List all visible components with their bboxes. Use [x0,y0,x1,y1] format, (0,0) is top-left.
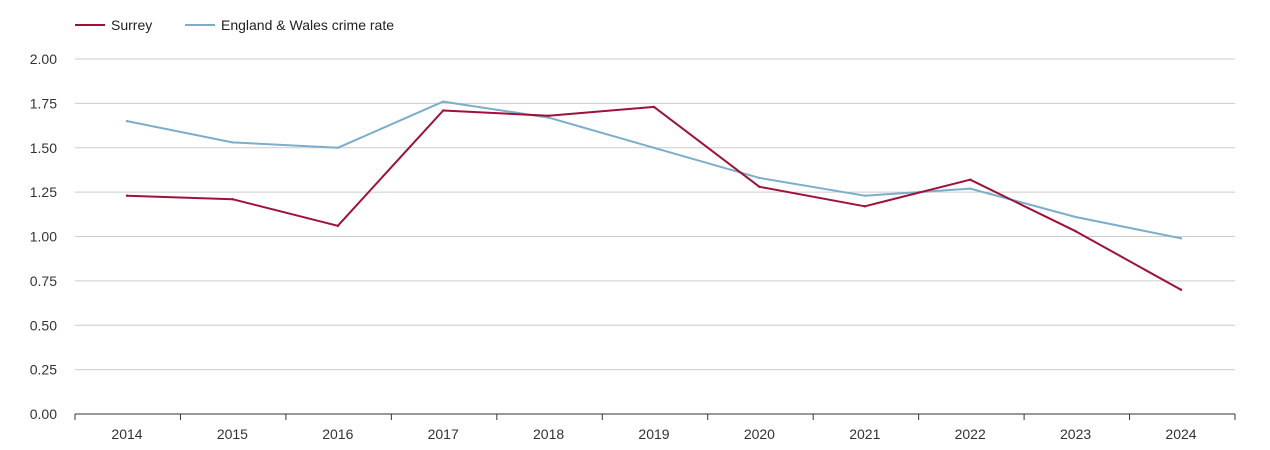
data-point-surrey [442,109,445,112]
x-tick-label: 2022 [955,426,986,442]
data-point-surrey [125,194,129,197]
data-point-surrey [863,205,866,208]
data-point-england-wales [863,194,866,197]
y-tick-label: 0.00 [30,406,57,422]
x-tick-label: 2020 [744,426,775,442]
y-axis: 0.00 0.25 0.50 0.75 1.00 1.25 1.50 1.75 2.00 [30,51,57,422]
x-tick-label: 2017 [428,426,459,442]
series-line-england-wales [126,100,1182,240]
data-point-england-wales [442,100,445,103]
data-point-surrey [1074,229,1077,233]
data-point-surrey [758,185,761,188]
x-tick-label: 2023 [1060,426,1091,442]
y-tick-label: 1.00 [30,229,57,245]
series-line-surrey [126,105,1182,291]
grid-lines [75,58,1235,415]
data-point-surrey [547,114,550,118]
data-point-surrey [336,224,339,228]
data-point-england-wales [125,119,129,123]
x-tick-label: 2015 [217,426,248,442]
data-point-england-wales [969,187,972,190]
y-tick-label: 0.75 [30,273,57,289]
legend-item-england-wales[interactable]: England & Wales crime rate [185,17,394,33]
data-point-surrey [1179,288,1183,291]
data-point-england-wales [547,116,550,119]
y-tick-label: 2.00 [30,51,57,67]
legend-item-surrey[interactable]: Surrey [75,17,152,33]
series-lines [125,100,1183,291]
data-point-surrey [231,198,234,201]
data-point-england-wales [1179,237,1183,240]
x-axis: 2014 2015 2016 2017 2018 2019 2020 2021 2022 2023… [74,414,1236,442]
y-tick-label: 0.25 [30,362,57,378]
data-point-england-wales [336,146,339,149]
data-point-england-wales [758,176,761,180]
y-tick-label: 0.50 [30,317,57,333]
legend: Surrey England & Wales crime rate [75,17,394,33]
data-point-surrey [652,105,656,109]
x-tick-label: 2019 [638,426,669,442]
data-point-england-wales [652,146,656,149]
data-point-england-wales [1074,215,1077,219]
legend-label: England & Wales crime rate [221,17,394,33]
x-tick-label: 2018 [533,426,564,442]
y-tick-label: 1.75 [30,95,57,111]
x-tick-label: 2024 [1165,426,1196,442]
data-point-surrey [969,178,972,181]
y-tick-label: 1.50 [30,140,57,156]
data-point-england-wales [231,141,234,144]
x-tick-label: 2016 [322,426,353,442]
y-tick-label: 1.25 [30,184,57,200]
x-tick-label: 2021 [849,426,880,442]
x-tick-label: 2014 [111,426,142,442]
legend-label: Surrey [111,17,152,33]
